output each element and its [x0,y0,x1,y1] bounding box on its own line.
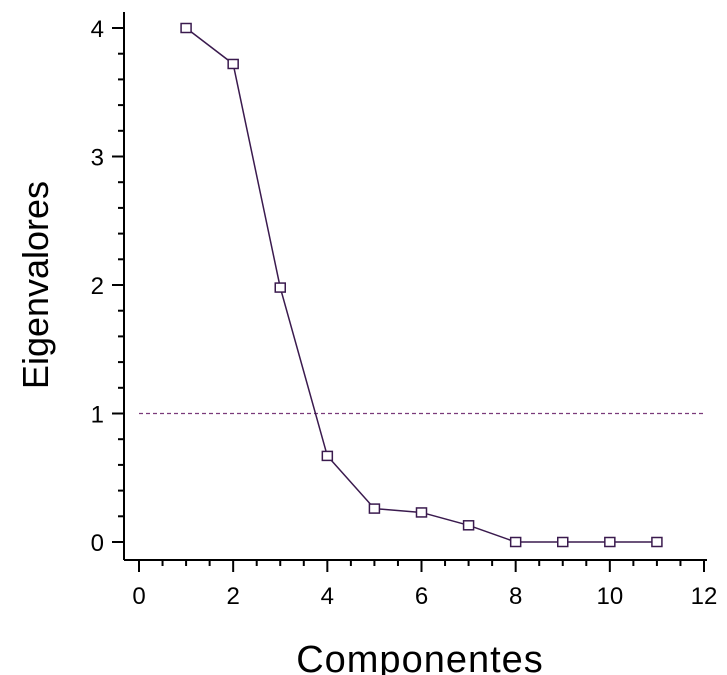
data-point-marker [274,282,286,293]
series-group [180,22,663,548]
x-tick-label: 8 [509,583,522,610]
x-tick-label: 6 [415,583,428,610]
series-line [185,27,657,543]
y-tick-label: 2 [91,273,104,300]
data-point-marker [368,503,381,514]
data-point-marker [651,536,663,548]
x-axis-title: Componentes [296,639,544,675]
y-tick-label: 4 [91,16,104,43]
x-tick-label: 10 [596,583,623,610]
data-point-marker [227,58,239,70]
data-point-marker [557,536,569,548]
data-point-marker [604,536,616,548]
x-tick-label: 4 [321,583,334,610]
data-point-marker [509,536,522,548]
x-tick-label: 0 [132,583,145,610]
x-tick-label: 12 [691,583,718,610]
y-tick-label: 1 [91,402,104,429]
data-point-marker [462,520,475,531]
y-tick-label: 0 [91,530,104,557]
y-axis-title: Eigenvalores [15,181,56,389]
data-point-marker [321,450,334,462]
x-tick-label: 2 [226,583,239,610]
y-tick-label: 3 [91,145,104,172]
data-point-marker [415,507,428,518]
data-point-marker [180,22,192,34]
